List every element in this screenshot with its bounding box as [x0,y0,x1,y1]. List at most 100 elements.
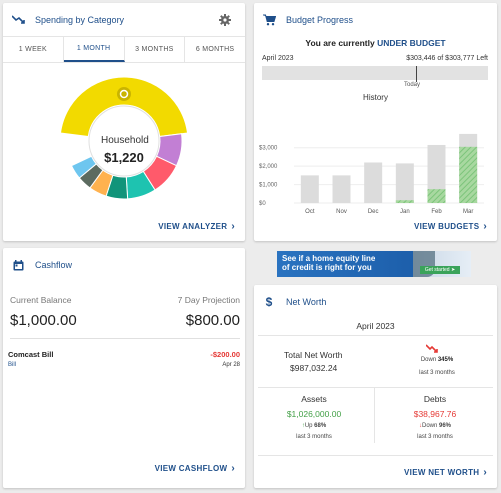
dollar-sign-icon: $ [265,295,273,309]
ad-headline: See if a home equity line of credit is r… [282,254,375,272]
ad-line-1: See if a home equity line [282,254,376,263]
net-worth-divider-bottom [258,455,493,456]
chevron-right-icon: › [483,221,487,232]
today-marker [416,66,417,82]
x-tick-label: Feb [431,209,442,215]
view-budgets-link[interactable]: VIEW BUDGETS › [414,221,487,232]
tab-6-months[interactable]: 6 MONTHS [195,46,235,53]
net-worth-change-prefix: Down [420,357,438,363]
budget-progress-card: Budget Progress You are currently UNDER … [254,3,497,241]
view-analyzer-label: VIEW ANALYZER [158,222,228,231]
current-balance-value: $1,000.00 [10,312,77,329]
budget-bar[interactable] [395,163,414,203]
x-tick-label: Mar [463,209,473,215]
budget-bar[interactable] [332,175,351,203]
current-balance-label: Current Balance [10,295,72,305]
budget-amount-left: $303,446 of $303,777 Left [406,55,488,62]
assets-change-prefix: Up [304,423,315,429]
assets-change-value: 68% [314,423,327,429]
budget-status-value: UNDER BUDGET [377,38,446,48]
arrow-down-icon: ↓ [418,423,422,429]
donut-center-category: Household [101,135,149,146]
budget-bar[interactable] [427,144,446,203]
arrow-up-icon: ↑ [301,423,305,429]
net-worth-change: Down 345% [412,357,462,363]
budget-status-prefix: You are currently [305,38,378,48]
cashflow-card-header: Cashflow [3,248,245,282]
settings-gear-icon[interactable] [219,13,231,26]
debts-value: $38,967.76 [413,409,457,419]
y-tick-label: $0 [259,201,266,207]
net-worth-change-value: 345% [437,357,454,363]
debts-change-period: last 3 months [417,434,453,440]
spent-bar[interactable] [459,146,478,203]
total-net-worth-value: $987,032.24 [290,363,338,373]
chevron-right-icon: › [231,221,235,232]
bill-name[interactable]: Comcast Bill [8,350,54,359]
trending-down-red-icon [426,344,438,353]
budget-month: April 2023 [262,55,294,62]
x-tick-label: Nov [336,209,347,215]
cashflow-card-title: Cashflow [35,260,73,270]
view-cashflow-label: VIEW CASHFLOW [154,464,228,473]
donut-slice[interactable] [70,155,97,179]
projection-value: $800.00 [185,312,240,329]
debts-change-value: 96% [439,423,452,429]
history-title: History [363,93,388,102]
y-tick-label: $1,000 [259,183,278,189]
y-tick-label: $3,000 [259,146,278,152]
net-worth-card-header: $ Net Worth [254,285,497,319]
cashflow-divider [10,338,240,339]
spending-card-title: Spending by Category [35,15,125,25]
home-equity-ad-banner[interactable]: See if a home equity line of credit is r… [277,251,471,277]
spending-card-header: Spending by Category [3,3,245,37]
budget-card-header: Budget Progress [254,3,497,37]
tab-3-months[interactable]: 3 MONTHS [125,37,186,62]
ad-get-started-button[interactable]: Get started ➤ [420,266,460,274]
view-cashflow-link[interactable]: VIEW CASHFLOW › [155,463,235,474]
net-worth-change-period: last 3 months [419,370,455,376]
view-budgets-label: VIEW BUDGETS [413,222,480,231]
debts-label: Debts [423,394,447,404]
spending-donut-chart[interactable] [56,69,192,205]
donut-slice[interactable] [59,76,189,138]
cashflow-card: Cashflow Current Balance 7 Day Projectio… [3,248,245,488]
y-tick-label: $2,000 [259,164,278,170]
budget-status-message: You are currently UNDER BUDGET [254,38,497,48]
assets-label: Assets [301,394,327,404]
x-tick-label: Oct [305,209,315,215]
tab-1-month[interactable]: 1 MONTH [63,37,125,62]
shopping-cart-icon [262,13,276,27]
assets-change-period: last 3 months [296,434,332,440]
budget-card-title: Budget Progress [286,15,354,25]
assets-value: $1,026,000.00 [286,409,342,419]
calendar-icon [11,258,25,272]
projection-label: 7 Day Projection [177,295,240,305]
donut-center-value: $1,220 [104,150,144,165]
net-worth-card-title: Net Worth [286,297,327,307]
budget-progress-bar [262,66,488,80]
assets-change: ↑Up 68% [254,423,374,429]
net-worth-month: April 2023 [356,321,395,331]
budget-bar[interactable] [364,162,383,203]
debts-change: ↓Down 96% [375,423,495,429]
budget-bar[interactable] [300,175,319,203]
bill-amount: -$200.00 [210,350,240,359]
x-tick-label: Dec [368,209,379,215]
view-net-worth-link[interactable]: VIEW NET WORTH › [404,467,487,478]
spent-bar[interactable] [427,189,446,203]
today-label: Today [404,82,421,88]
total-net-worth-label: Total Net Worth [284,350,343,360]
view-net-worth-label: VIEW NET WORTH [404,468,480,477]
debts-change-prefix: Down [421,423,439,429]
net-worth-card: $ Net Worth April 2023 Total Net Worth $… [254,285,497,488]
time-range-tabs: 1 WEEK 1 MONTH 3 MONTHS 6 MONTHS [3,36,245,63]
view-analyzer-link[interactable]: VIEW ANALYZER › [158,221,235,232]
tag-icon [117,87,131,101]
spending-by-category-card: Spending by Category 1 WEEK 1 MONTH 3 MO… [3,3,245,241]
chevron-right-icon: › [231,463,235,474]
spent-bar[interactable] [395,200,414,203]
bill-date: Apr 28 [222,362,240,368]
trending-down-icon [11,13,25,27]
tab-1-week[interactable]: 1 WEEK [3,37,64,62]
